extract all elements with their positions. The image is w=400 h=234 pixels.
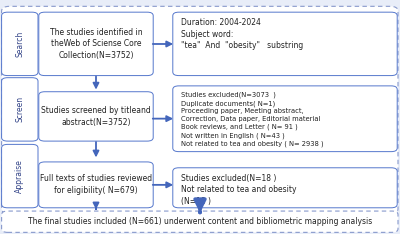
FancyBboxPatch shape	[2, 12, 38, 76]
Text: Search: Search	[15, 31, 24, 57]
Text: Duration: 2004-2024
Subject word:
"tea"  And  "obesity"   substring: Duration: 2004-2024 Subject word: "tea" …	[181, 18, 303, 50]
Text: Studies screened by titleand
abstract(N=3752): Studies screened by titleand abstract(N=…	[41, 106, 151, 127]
FancyBboxPatch shape	[173, 168, 397, 208]
Text: Screen: Screen	[15, 96, 24, 122]
FancyBboxPatch shape	[2, 211, 398, 232]
FancyBboxPatch shape	[173, 12, 397, 76]
Text: Full texts of studies reviewed
for eligibility( N=679): Full texts of studies reviewed for eligi…	[40, 175, 152, 195]
FancyBboxPatch shape	[2, 6, 398, 214]
FancyBboxPatch shape	[39, 162, 153, 208]
FancyBboxPatch shape	[39, 12, 153, 76]
FancyBboxPatch shape	[2, 78, 38, 141]
FancyBboxPatch shape	[2, 144, 38, 208]
Text: Studies excluded(N=3073  )
Duplicate documents( N=1)
Proceeding paper, Meeting a: Studies excluded(N=3073 ) Duplicate docu…	[181, 92, 324, 147]
Text: Studies excluded(N=18 )
Not related to tea and obesity
(N=18 ): Studies excluded(N=18 ) Not related to t…	[181, 174, 296, 206]
Text: The final studies included (N=661) underwent content and bibliometric mapping an: The final studies included (N=661) under…	[28, 217, 372, 226]
Text: Appraise: Appraise	[15, 159, 24, 193]
Text: The studies identified in
theWeb of Sciense Core
Collection(N=3752): The studies identified in theWeb of Scie…	[50, 28, 142, 60]
FancyBboxPatch shape	[39, 92, 153, 141]
FancyBboxPatch shape	[173, 86, 397, 152]
